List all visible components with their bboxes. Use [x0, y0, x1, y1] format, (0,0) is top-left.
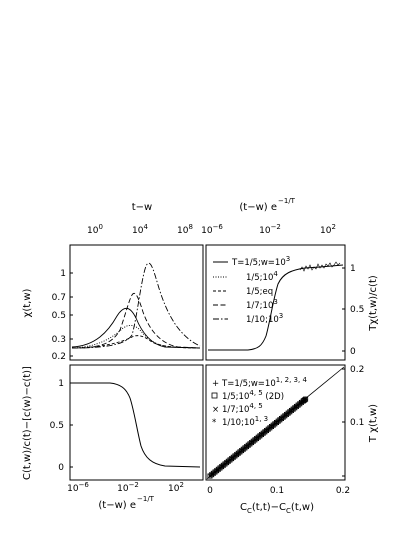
bottom-left-axis-label: (t−w) e	[98, 500, 136, 511]
bottom-right-markers	[207, 396, 309, 479]
tick-label: 0.5	[50, 421, 64, 431]
y-label-top-right: Tχ(t,w)/c(t)	[368, 275, 379, 332]
tick-label: 10−2	[117, 481, 139, 494]
tick-label: 108	[177, 223, 193, 236]
top-right-axis-label-exp: −1/T	[278, 197, 296, 205]
panel-top-left	[69, 244, 204, 361]
legend-marker-cross: ×	[212, 405, 219, 415]
legend-label: 1/7;103	[246, 298, 278, 311]
tick-label: 0.2	[350, 365, 364, 375]
tick-label: 10−6	[201, 223, 223, 236]
tick-label: 1	[350, 264, 356, 274]
series-dotted	[71, 324, 201, 349]
tick-label: 104	[132, 223, 148, 236]
tick-label: 0.1	[270, 486, 284, 496]
series-dashed	[71, 335, 201, 349]
y-label-bottom-left: C(t,w)/c(t)−[c(w)−c(t)]	[22, 366, 33, 480]
tick-label: 0.2	[336, 486, 350, 496]
bottom-right-x-ticks: 0 0.1 0.2	[207, 486, 350, 496]
panel-top-right	[205, 244, 346, 361]
bottom-right-axis-label: CC(t,t)−CC(t,w)	[240, 502, 314, 515]
tick-label: 100	[87, 223, 103, 236]
legend-top-right: T=1/5;w=103 1/5;104 1/5;eq 1/7;103 1/10;…	[213, 255, 290, 325]
tick-label: 0	[207, 486, 213, 496]
panel-bottom-left	[69, 364, 204, 481]
tick-label: 0	[350, 347, 356, 357]
legend-label: 1/7;104, 5	[222, 402, 263, 415]
bottom-left-curve	[72, 382, 201, 468]
bottom-left-axis-label-exp: −1/T	[137, 495, 155, 503]
series-longdash	[71, 292, 201, 349]
legend-label: 1/10;103	[246, 312, 283, 325]
top-right-y-ticks: 1 0.5 0	[342, 264, 364, 357]
legend-label: 1/10;101, 3	[222, 415, 268, 428]
top-right-curve	[208, 264, 344, 351]
bottom-right-y-ticks: 0.2 0.1	[342, 365, 364, 477]
tick-label: 102	[168, 481, 184, 494]
tick-label: 0.1	[350, 418, 364, 428]
tick-label: 0	[58, 463, 64, 473]
series-dashdot	[71, 262, 201, 349]
top-left-axis-label: t−w	[132, 202, 152, 213]
tick-label: 0.5	[52, 311, 66, 321]
tick-label: 0.3	[52, 335, 66, 345]
tick-label: 0.5	[350, 305, 364, 315]
tick-label: 0.2	[52, 352, 66, 362]
top-right-axis-label: (t−w) e	[239, 202, 277, 213]
tick-label: 1	[60, 269, 66, 279]
legend-marker-plus: +	[212, 379, 219, 389]
legend-bottom-right: + T=1/5;w=101, 2, 3, 4 1/5;104, 5 (2D) ×…	[211, 376, 307, 428]
top-left-curves	[71, 262, 201, 349]
top-left-y-ticks: 1 0.7 0.5 0.3 0.2	[52, 269, 73, 362]
series-solid	[71, 307, 201, 349]
tick-label: 1	[58, 379, 64, 389]
legend-marker-star: *	[212, 418, 216, 428]
bottom-left-x-ticks: 10−6 10−2 102	[67, 481, 184, 494]
legend-label: T=1/5;w=101, 2, 3, 4	[221, 376, 307, 389]
top-right-top-ticks: 10−6 10−2 102	[201, 223, 336, 236]
y-label-bottom-right: T χ(t,w)	[368, 404, 379, 443]
tick-label: 102	[320, 223, 336, 236]
tick-label: 10−6	[67, 481, 89, 494]
legend-label: T=1/5;w=103	[231, 255, 290, 268]
legend-label: 1/5;104	[246, 270, 278, 283]
tick-label: 0.7	[52, 293, 66, 303]
tick-label: 10−2	[259, 223, 281, 236]
legend-label: 1/5;eq	[246, 287, 273, 297]
top-right-noise	[299, 261, 341, 272]
top-left-top-ticks: 100 104 108	[87, 223, 193, 236]
y-label-top-left: χ(t,w)	[22, 288, 33, 317]
legend-label: 1/5;104, 5 (2D)	[222, 389, 284, 402]
scatter-point	[303, 396, 309, 402]
legend-marker-square	[211, 392, 218, 399]
